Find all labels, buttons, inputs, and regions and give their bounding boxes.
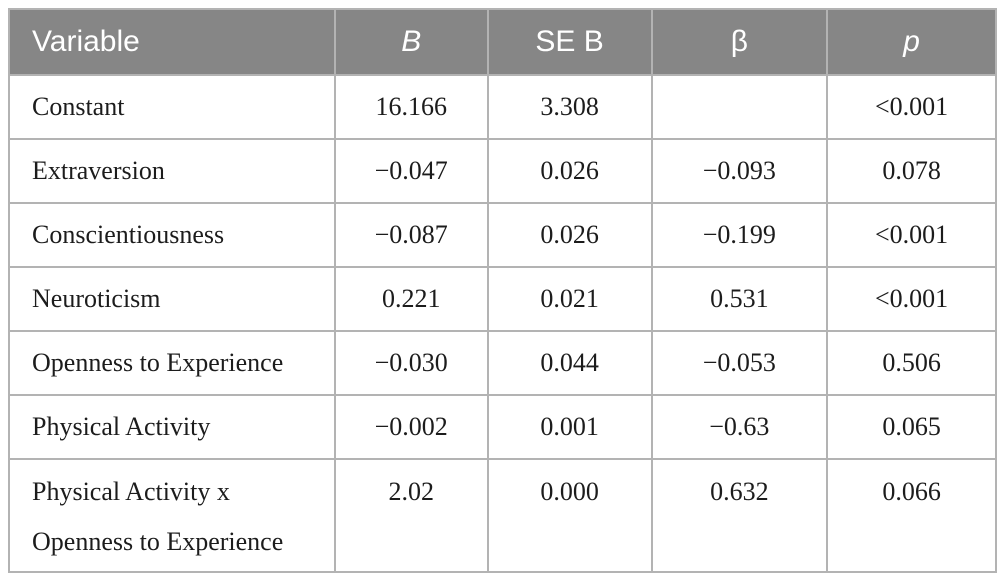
beta-cell: −0.093 xyxy=(650,138,829,204)
se-b-cell: 0.026 xyxy=(486,202,653,268)
table-row: Physical Activity x Openness to Experien… xyxy=(8,458,997,573)
column-header-variable: Variable xyxy=(8,8,336,76)
beta-cell: −0.199 xyxy=(650,202,829,268)
variable-cell: Conscientiousness xyxy=(8,202,336,268)
b-cell: 2.02 xyxy=(333,458,489,573)
table-row: Conscientiousness −0.087 0.026 −0.199 <0.001 xyxy=(8,202,997,268)
se-b-cell: 0.021 xyxy=(486,266,653,332)
se-b-cell: 0.000 xyxy=(486,458,653,573)
column-header-p: p xyxy=(826,8,997,76)
variable-cell: Extraversion xyxy=(8,138,336,204)
se-b-cell: 0.026 xyxy=(486,138,653,204)
variable-cell: Constant xyxy=(8,74,336,140)
p-cell: 0.078 xyxy=(826,138,997,204)
column-header-se-b: SE B xyxy=(486,8,653,76)
beta-cell: −0.63 xyxy=(650,394,829,460)
b-cell: −0.087 xyxy=(333,202,489,268)
b-cell: 0.221 xyxy=(333,266,489,332)
p-cell: 0.506 xyxy=(826,330,997,396)
p-cell: <0.001 xyxy=(826,202,997,268)
p-cell: <0.001 xyxy=(826,266,997,332)
se-b-cell: 3.308 xyxy=(486,74,653,140)
b-cell: −0.002 xyxy=(333,394,489,460)
variable-cell: Neuroticism xyxy=(8,266,336,332)
beta-cell: 0.531 xyxy=(650,266,829,332)
column-header-beta: β xyxy=(650,8,829,76)
coefficients-table: Variable B SE B β p Constant 16.166 3.308 <… xyxy=(8,8,997,573)
se-b-cell: 0.001 xyxy=(486,394,653,460)
header-row: Variable B SE B β p xyxy=(8,8,997,76)
p-cell: 0.066 xyxy=(826,458,997,573)
beta-cell xyxy=(650,74,829,140)
table-header: Variable B SE B β p xyxy=(8,8,997,76)
variable-cell: Physical Activity xyxy=(8,394,336,460)
table-row: Constant 16.166 3.308 <0.001 xyxy=(8,74,997,140)
regression-table: Variable B SE B β p Constant 16.166 3.308 <… xyxy=(8,8,997,573)
p-cell: 0.065 xyxy=(826,394,997,460)
table-row: Neuroticism 0.221 0.021 0.531 <0.001 xyxy=(8,266,997,332)
b-cell: 16.166 xyxy=(333,74,489,140)
table-row: Openness to Experience −0.030 0.044 −0.053 0… xyxy=(8,330,997,396)
table-body: Constant 16.166 3.308 <0.001 Extraversion −0.… xyxy=(8,74,997,573)
table-row: Extraversion −0.047 0.026 −0.093 0.078 xyxy=(8,138,997,204)
beta-cell: 0.632 xyxy=(650,458,829,573)
column-header-b: B xyxy=(333,8,489,76)
se-b-cell: 0.044 xyxy=(486,330,653,396)
beta-cell: −0.053 xyxy=(650,330,829,396)
variable-cell: Physical Activity x Openness to Experien… xyxy=(8,458,336,573)
p-cell: <0.001 xyxy=(826,74,997,140)
b-cell: −0.047 xyxy=(333,138,489,204)
variable-cell: Openness to Experience xyxy=(8,330,336,396)
b-cell: −0.030 xyxy=(333,330,489,396)
table-row: Physical Activity −0.002 0.001 −0.63 0.065 xyxy=(8,394,997,460)
